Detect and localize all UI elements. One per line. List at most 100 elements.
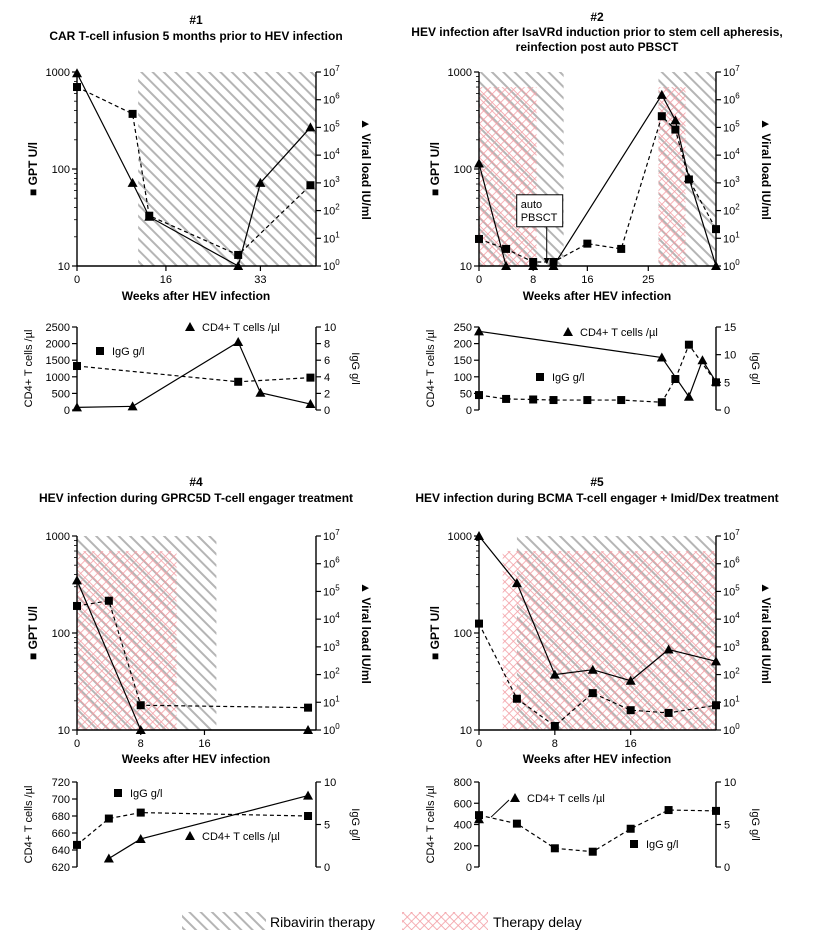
sub-legend-label: CD4+ T cells /µl <box>527 793 605 805</box>
x-tick-label: 0 <box>476 274 482 286</box>
shading-delay <box>77 551 177 730</box>
sub-left-tick-label: 0 <box>64 405 70 417</box>
sub-data-point <box>712 378 720 387</box>
left-tick-label: 100 <box>454 628 472 640</box>
sub-right-tick-label: 5 <box>324 820 330 832</box>
right-tick-label: 103 <box>323 639 340 654</box>
series-line-gpt <box>478 115 717 263</box>
data-point-viral-load <box>711 261 721 270</box>
sub-data-point <box>136 808 145 817</box>
sub-series-line <box>478 343 717 403</box>
right-tick-exponent: 2 <box>335 667 340 676</box>
left-tick-label: 100 <box>52 628 70 640</box>
sub-data-point <box>712 806 720 815</box>
sub-data-point <box>475 391 483 400</box>
sub-right-tick-label: 0 <box>724 862 730 874</box>
sub-data-point <box>683 391 694 401</box>
x-tick-label: 33 <box>254 274 266 286</box>
figure-legend: Ribavirin therapy Therapy delay <box>182 912 582 930</box>
right-tick-exponent: 3 <box>335 175 340 184</box>
panel-2-xlabel: Weeks after HEV infection <box>523 289 672 303</box>
right-tick-exponent: 4 <box>735 611 740 620</box>
sub-right-tick-label: 0 <box>324 862 330 874</box>
right-tick-label: 107 <box>323 528 340 543</box>
annotation-text: auto <box>521 199 542 211</box>
sub-data-point <box>550 844 559 853</box>
right-tick-label: 101 <box>723 230 740 245</box>
sub-data-point <box>657 398 666 407</box>
panel-5-number: #5 <box>590 475 604 489</box>
right-tick-label: 105 <box>723 119 740 134</box>
data-point-viral-load <box>144 211 155 221</box>
right-tick-exponent: 5 <box>735 583 740 592</box>
sub-data-point <box>135 833 146 843</box>
sub-series-line <box>478 809 717 853</box>
data-point-viral-load <box>711 656 721 666</box>
sub-data-point <box>127 401 138 411</box>
right-tick-label: 106 <box>323 92 340 107</box>
data-point-gpt <box>664 708 673 717</box>
legend-ribavirin-label: Ribavirin therapy <box>270 914 375 930</box>
data-point-viral-load <box>511 578 522 588</box>
data-point-viral-load <box>549 669 560 679</box>
right-tick-label: 105 <box>723 583 740 598</box>
sub-left-tick-label: 500 <box>52 388 70 400</box>
left-tick-label: 10 <box>460 261 472 273</box>
sub-left-axis-title: CD4+ T cells /µl <box>23 330 35 408</box>
legend-delay-swatch <box>402 912 488 930</box>
right-tick-exponent: 1 <box>335 230 340 239</box>
right-tick-exponent: 5 <box>335 119 340 128</box>
sub-left-tick-label: 680 <box>52 811 70 823</box>
data-point-gpt <box>128 109 137 118</box>
panel-4-xlabel: Weeks after HEV infection <box>122 752 271 766</box>
right-axis-title: ▲ Viral load IU/ml <box>759 118 773 220</box>
right-tick-label: 101 <box>723 694 740 709</box>
sub-legend-label: CD4+ T cells /µl <box>202 322 280 334</box>
x-tick-label: 16 <box>160 274 172 286</box>
sub-data-point <box>73 362 81 371</box>
x-tick-label: 16 <box>625 738 637 750</box>
panel-4-title: HEV infection during GPRC5D T-cell engag… <box>39 491 353 505</box>
sub-left-axis-title: CD4+ T cells /µl <box>425 330 437 408</box>
shading-delay <box>502 551 716 730</box>
panel-5: #5 HEV infection during BCMA T-cell enga… <box>415 475 778 874</box>
sub-legend-pointer <box>490 799 510 818</box>
sub-right-tick-label: 0 <box>324 405 330 417</box>
annotation-text: PBSCT <box>521 212 558 224</box>
data-point-gpt <box>502 244 511 253</box>
right-tick-label: 102 <box>323 203 340 218</box>
data-point-viral-load <box>474 158 484 168</box>
sub-legend-label: CD4+ T cells /µl <box>580 327 658 339</box>
right-tick-label: 103 <box>723 175 740 190</box>
sub-data-point <box>697 355 708 365</box>
data-point-viral-load <box>670 115 681 125</box>
panel-1-sub-chart: 0 500 1000 1500 2000 2500 0 2 4 6 8 10 CD4+ T cells … <box>23 322 361 417</box>
data-point-viral-load <box>683 172 694 182</box>
sub-left-tick-label: 1000 <box>46 372 70 384</box>
sub-left-tick-label: 660 <box>52 828 70 840</box>
data-point-gpt <box>475 234 483 243</box>
data-point-gpt <box>671 125 680 134</box>
right-tick-exponent: 0 <box>335 722 340 731</box>
left-tick-label: 10 <box>58 725 70 737</box>
data-point-viral-load <box>663 644 674 654</box>
data-point-viral-load <box>135 725 146 734</box>
right-tick-exponent: 7 <box>735 64 740 73</box>
shading-ribavirin <box>138 72 316 266</box>
sub-data-point <box>664 806 673 815</box>
sub-left-tick-label: 800 <box>454 777 472 789</box>
sub-data-point <box>103 853 114 863</box>
data-point-viral-load <box>305 122 316 132</box>
right-tick-exponent: 2 <box>735 667 740 676</box>
sub-left-tick-label: 200 <box>454 841 472 853</box>
panel-5-xlabel: Weeks after HEV infection <box>523 752 672 766</box>
sub-legend-label: CD4+ T cells /µl <box>202 831 280 843</box>
sub-data-point <box>512 819 521 828</box>
right-tick-exponent: 6 <box>335 92 340 101</box>
x-tick-label: 0 <box>476 738 482 750</box>
x-tick-label: 0 <box>74 738 80 750</box>
sub-data-point <box>306 373 315 382</box>
sub-data-point <box>626 824 635 833</box>
data-point-gpt <box>512 694 521 703</box>
